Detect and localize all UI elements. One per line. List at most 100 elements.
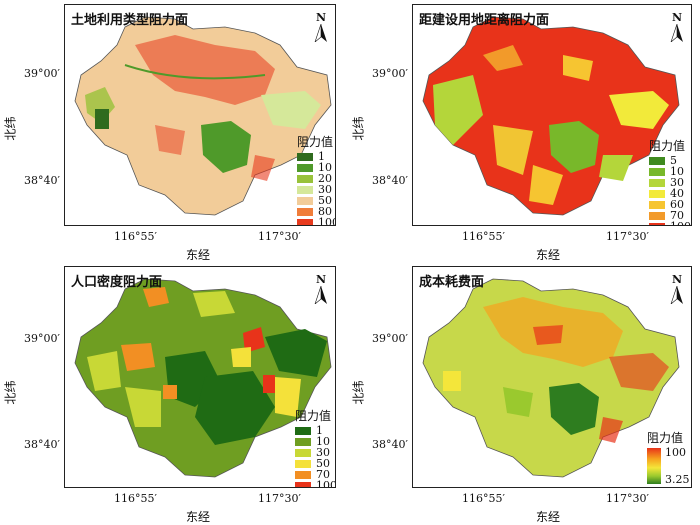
- distance-map: [422, 16, 680, 216]
- legend-swatch: [649, 211, 665, 220]
- map-legend: 阻力值 5 10 30 40 60 70 100: [649, 137, 691, 225]
- x-axis-name: 东经: [536, 510, 561, 524]
- north-arrow: N: [311, 273, 331, 307]
- legend-label: 80: [318, 205, 332, 218]
- legend-swatch: [649, 156, 665, 165]
- panel-cost: 成本耗费面 N 阻力值 100 3.25 39°00′ 38°40′ 116°5…: [350, 262, 700, 524]
- x-tick-label: 117°30′: [258, 492, 301, 505]
- legend-item: 100: [649, 221, 691, 225]
- legend-swatch: [295, 459, 311, 468]
- legend-swatch: [295, 437, 311, 446]
- map-title: 土地利用类型阻力面: [71, 13, 189, 28]
- legend-item: 10: [297, 161, 335, 174]
- y-axis-name: 北纬: [351, 380, 366, 405]
- legend-title: 阻力值: [649, 139, 686, 153]
- legend-label: 30: [318, 183, 332, 196]
- landuse-map: [74, 16, 332, 216]
- legend-swatch: [649, 167, 665, 176]
- map-frame: 人口密度阻力面 N 阻力值 1 10 30 50 70: [64, 266, 336, 488]
- legend-item: 80: [297, 205, 335, 218]
- y-tick-label: 39°00′: [372, 67, 408, 80]
- map-legend: 阻力值 1 10 30 50 70 100: [295, 407, 335, 487]
- x-tick-label: 116°55′: [462, 492, 505, 505]
- legend-swatch: [297, 185, 313, 194]
- y-axis-name: 北纬: [351, 116, 366, 141]
- legend-swatch: [295, 470, 311, 479]
- population-map: [74, 278, 332, 478]
- legend-label: 100: [670, 221, 691, 225]
- panel-population: 人口密度阻力面 N 阻力值 1 10 30 50 70: [0, 262, 350, 524]
- legend-gradient-bar: [647, 448, 661, 484]
- x-axis-name: 东经: [186, 248, 211, 262]
- cost-map: [422, 278, 680, 478]
- legend-label: 50: [318, 194, 332, 207]
- y-tick-label: 38°40′: [372, 174, 408, 187]
- legend-label: 70: [316, 468, 330, 481]
- legend-label: 40: [670, 187, 684, 200]
- x-tick-label: 117°30′: [606, 492, 649, 505]
- north-arrow-icon: [314, 286, 327, 304]
- y-tick-label: 39°00′: [24, 67, 60, 80]
- legend-label: 50: [316, 457, 330, 470]
- north-label: N: [671, 273, 683, 286]
- map-frame: 距建设用地距离阻力面 N 阻力值 5 10 30 40 60 70 100: [412, 4, 692, 226]
- map-frame: 土地利用类型阻力面 N 阻力值 1 10 20 30 50 80 100: [64, 4, 336, 226]
- panel-landuse: 土地利用类型阻力面 N 阻力值 1 10 20 30 50 80 100 39°…: [0, 0, 350, 262]
- legend-item: 10: [649, 166, 691, 177]
- legend-label: 60: [670, 198, 684, 211]
- legend-item: 100: [297, 217, 335, 225]
- legend-item: 30: [649, 177, 691, 188]
- legend-swatch: [295, 481, 311, 487]
- north-label: N: [315, 11, 327, 24]
- legend-gradient-group: 100 3.25: [647, 446, 691, 486]
- y-tick-label: 38°40′: [24, 438, 60, 451]
- legend-item: 30: [297, 183, 335, 196]
- legend-item: 10: [295, 435, 335, 448]
- legend-label: 5: [670, 154, 677, 167]
- legend-swatch: [297, 207, 313, 216]
- legend-item: 1: [295, 425, 335, 436]
- legend-swatch: [649, 222, 665, 225]
- legend-swatch: [649, 200, 665, 209]
- legend-max-label: 100: [665, 446, 686, 459]
- legend-min-label: 3.25: [665, 473, 690, 486]
- north-label: N: [315, 273, 327, 286]
- legend-label: 10: [670, 165, 684, 178]
- x-tick-label: 116°55′: [114, 230, 157, 243]
- legend-swatch: [297, 218, 313, 225]
- legend-item: 20: [297, 173, 335, 184]
- x-axis-name: 东经: [186, 510, 211, 524]
- y-tick-label: 38°40′: [372, 438, 408, 451]
- map-frame: 成本耗费面 N 阻力值 100 3.25: [412, 266, 692, 488]
- legend-swatch: [297, 196, 313, 205]
- legend-item: 5: [649, 155, 691, 166]
- map-title: 人口密度阻力面: [71, 275, 163, 290]
- north-arrow-icon: [314, 24, 327, 42]
- north-arrow: N: [311, 11, 331, 45]
- legend-swatch: [649, 189, 665, 198]
- legend-swatch: [297, 152, 313, 161]
- legend-item: 50: [295, 457, 335, 470]
- map-title: 距建设用地距离阻力面: [419, 13, 550, 28]
- y-tick-label: 38°40′: [24, 174, 60, 187]
- x-tick-label: 116°55′: [114, 492, 157, 505]
- legend-swatch: [295, 426, 311, 435]
- y-tick-label: 39°00′: [372, 332, 408, 345]
- north-arrow-icon: [670, 24, 683, 42]
- legend-item: 40: [649, 188, 691, 199]
- legend-label: 1: [318, 150, 325, 163]
- legend-item: 30: [295, 447, 335, 458]
- y-tick-label: 39°00′: [24, 332, 60, 345]
- legend-title: 阻力值: [295, 409, 332, 423]
- legend-title: 阻力值: [297, 135, 334, 149]
- map-legend: 阻力值 1 10 20 30 50 80 100: [297, 133, 335, 225]
- legend-item: 70: [649, 210, 691, 221]
- north-arrow: N: [667, 11, 687, 45]
- legend-swatch: [297, 163, 313, 172]
- legend-item: 60: [649, 199, 691, 210]
- north-arrow-icon: [670, 286, 683, 304]
- legend-label: 10: [318, 161, 332, 174]
- legend-swatch: [295, 448, 311, 457]
- legend-title: 阻力值: [647, 431, 684, 445]
- legend-label: 10: [316, 435, 330, 448]
